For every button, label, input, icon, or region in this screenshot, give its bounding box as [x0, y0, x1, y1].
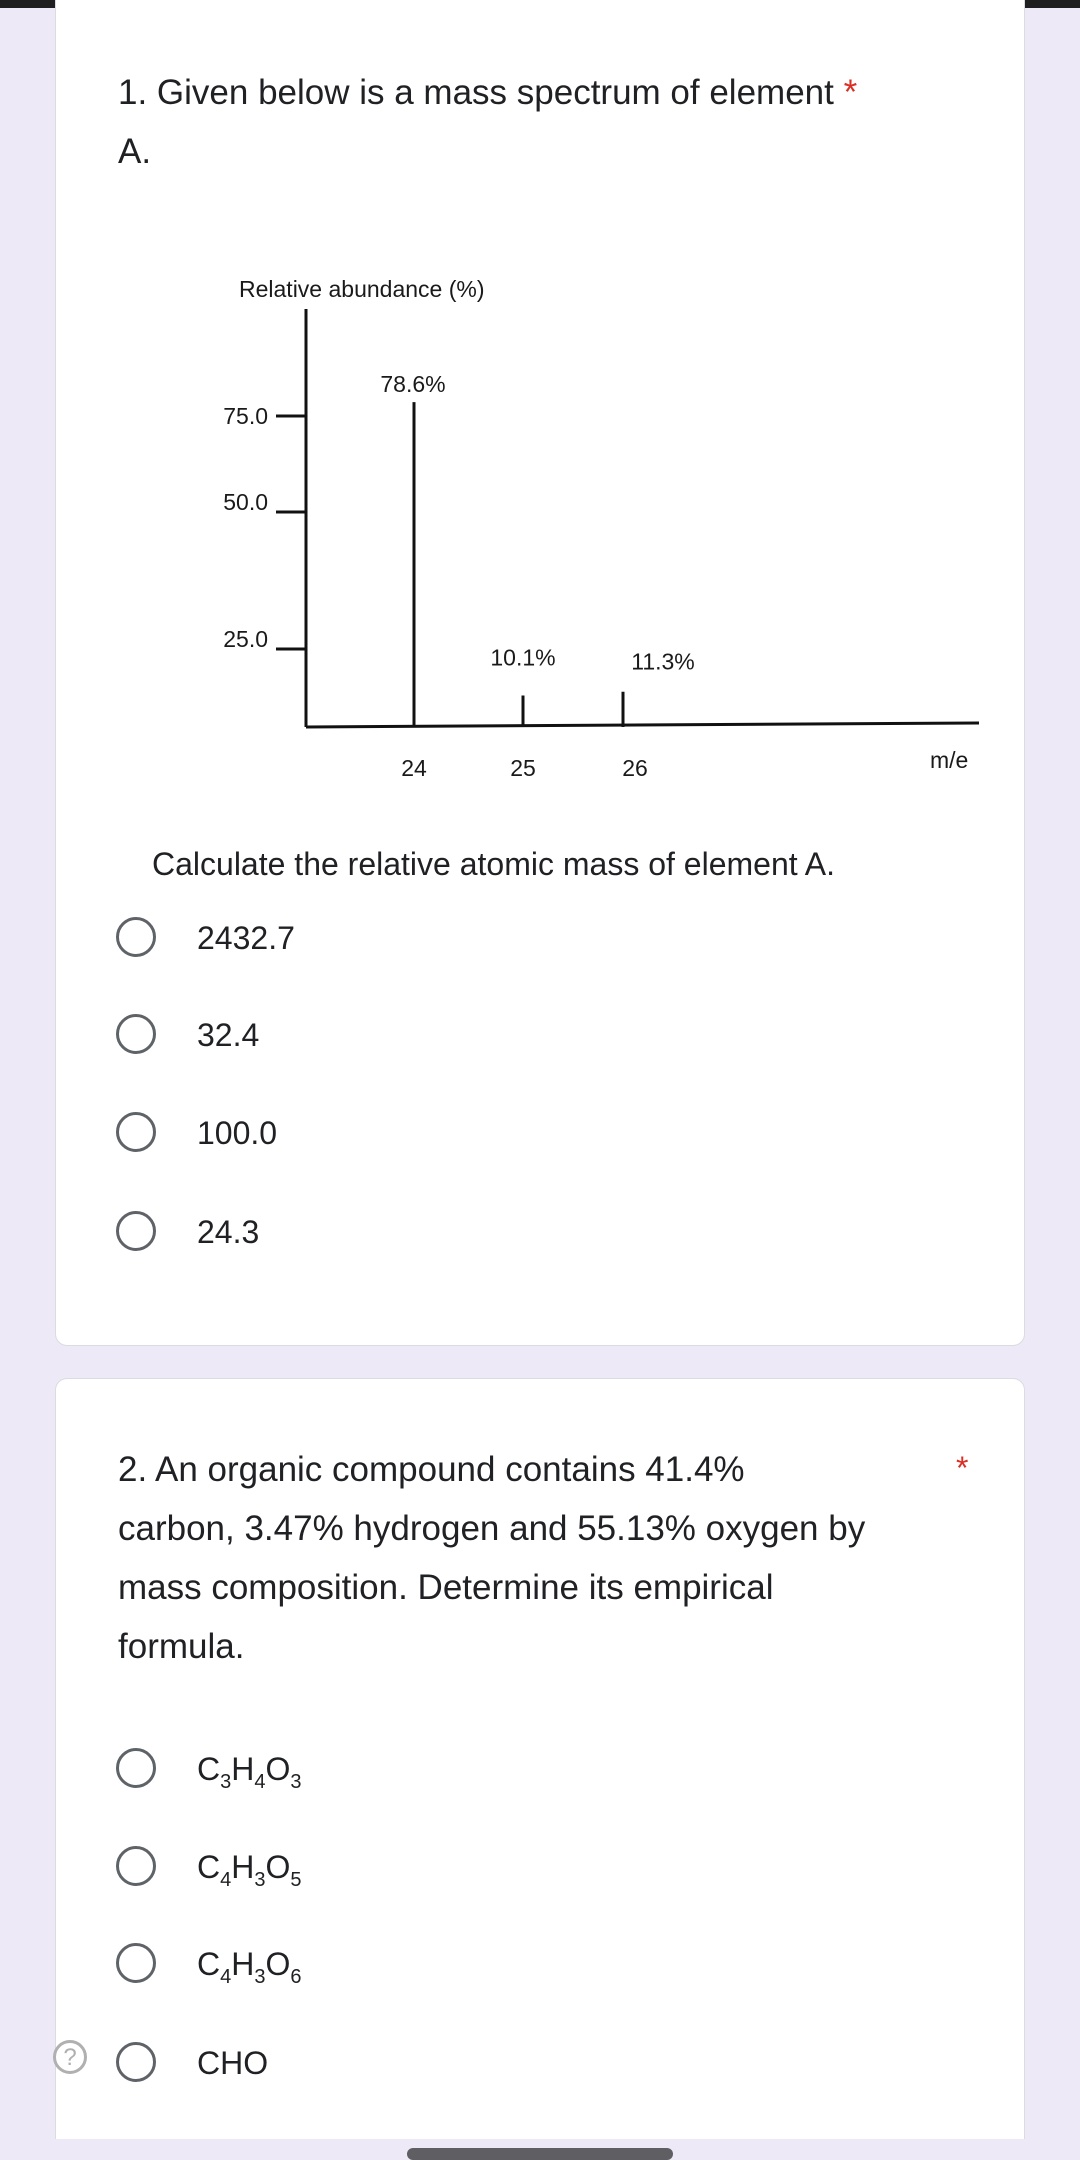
- element-symbol: C: [197, 1849, 221, 1885]
- y-tick-label: 50.0: [223, 489, 268, 515]
- question-2-text-line: mass composition. Determine its empirica…: [118, 1568, 774, 1607]
- radio-button[interactable]: [116, 1846, 156, 1886]
- question-2-text-line: formula.: [118, 1627, 245, 1666]
- question-1-title-cont: A.: [118, 132, 152, 171]
- subscript: 6: [290, 1966, 302, 1988]
- option-1[interactable]: C3H4O3: [56, 1740, 1024, 1800]
- y-axis-label: Relative abundance (%): [239, 276, 484, 302]
- option-label: C4H3O6: [197, 1945, 301, 1987]
- element-symbol: O: [265, 1946, 291, 1982]
- subscript: 3: [254, 1966, 266, 1988]
- element-symbol: CHO: [197, 2045, 269, 2081]
- option-4[interactable]: 24.3: [56, 1203, 1024, 1263]
- element-symbol: O: [265, 1849, 291, 1885]
- x-axis: [305, 721, 980, 729]
- option-3[interactable]: 100.0: [56, 1104, 1024, 1164]
- home-indicator[interactable]: [407, 2148, 673, 2160]
- subscript: 4: [220, 1869, 232, 1891]
- help-icon[interactable]: ?: [53, 2040, 87, 2074]
- radio-button[interactable]: [116, 2042, 156, 2082]
- subscript: 3: [220, 1771, 232, 1793]
- option-label: C4H3O5: [197, 1848, 301, 1890]
- subscript: 5: [290, 1869, 302, 1891]
- element-symbol: C: [197, 1751, 221, 1787]
- question-1-title-text: 1. Given below is a mass spectrum of ele…: [118, 73, 834, 112]
- option-label: 100.0: [197, 1115, 278, 1151]
- element-symbol: H: [231, 1849, 255, 1885]
- option-2[interactable]: C4H3O5: [56, 1838, 1024, 1898]
- option-3[interactable]: C4H3O6: [56, 1935, 1024, 1995]
- option-2[interactable]: 32.4: [56, 1006, 1024, 1066]
- element-symbol: H: [231, 1946, 255, 1982]
- question-2-text-line: carbon, 3.47% hydrogen and 55.13% oxygen…: [118, 1509, 866, 1548]
- radio-button[interactable]: [116, 1943, 156, 1983]
- x-tick-label: 26: [622, 755, 648, 781]
- subscript: 4: [220, 1966, 232, 1988]
- subscript: 4: [254, 1771, 266, 1793]
- data-label: 78.6%: [380, 371, 445, 397]
- question-2-text-line: 2. An organic compound contains 41.4%: [118, 1450, 745, 1489]
- x-axis-label: m/e: [930, 747, 968, 773]
- question-1-title: 1. Given below is a mass spectrum of ele…: [118, 63, 857, 122]
- required-asterisk: *: [956, 1450, 969, 1486]
- mass-spectrum-chart: Relative abundance (%) m/e 75.0 50.0 25.0 7…: [223, 276, 980, 781]
- y-tick-label: 25.0: [223, 626, 268, 652]
- data-label: 11.3%: [631, 649, 695, 675]
- question-card-2: 2. An organic compound contains 41.4% car…: [55, 1378, 1025, 2139]
- option-label: CHO: [197, 2044, 268, 2082]
- option-label: 32.4: [197, 1017, 260, 1053]
- radio-button[interactable]: [116, 1748, 156, 1788]
- option-label: 2432.7: [197, 920, 295, 956]
- element-symbol: C: [197, 1946, 221, 1982]
- option-label: 24.3: [197, 1214, 260, 1250]
- radio-button[interactable]: [116, 1211, 156, 1251]
- y-tick-label: 75.0: [223, 403, 268, 429]
- subscript: 3: [290, 1771, 302, 1793]
- question-1-prompt: Calculate the relative atomic mass of el…: [152, 846, 835, 882]
- option-4[interactable]: CHO: [56, 2034, 1024, 2094]
- element-symbol: O: [265, 1751, 291, 1787]
- x-tick-label: 24: [401, 755, 427, 781]
- radio-button[interactable]: [116, 917, 156, 957]
- x-tick-label: 25: [510, 755, 536, 781]
- radio-button[interactable]: [116, 1014, 156, 1054]
- subscript: 3: [254, 1869, 266, 1891]
- option-label: C3H4O3: [197, 1750, 301, 1792]
- question-card-1: 1. Given below is a mass spectrum of ele…: [55, 0, 1025, 1346]
- data-label: 10.1%: [490, 644, 555, 670]
- element-symbol: H: [231, 1751, 255, 1787]
- required-asterisk: *: [843, 73, 858, 112]
- radio-button[interactable]: [116, 1112, 156, 1152]
- option-1[interactable]: 2432.7: [56, 909, 1024, 969]
